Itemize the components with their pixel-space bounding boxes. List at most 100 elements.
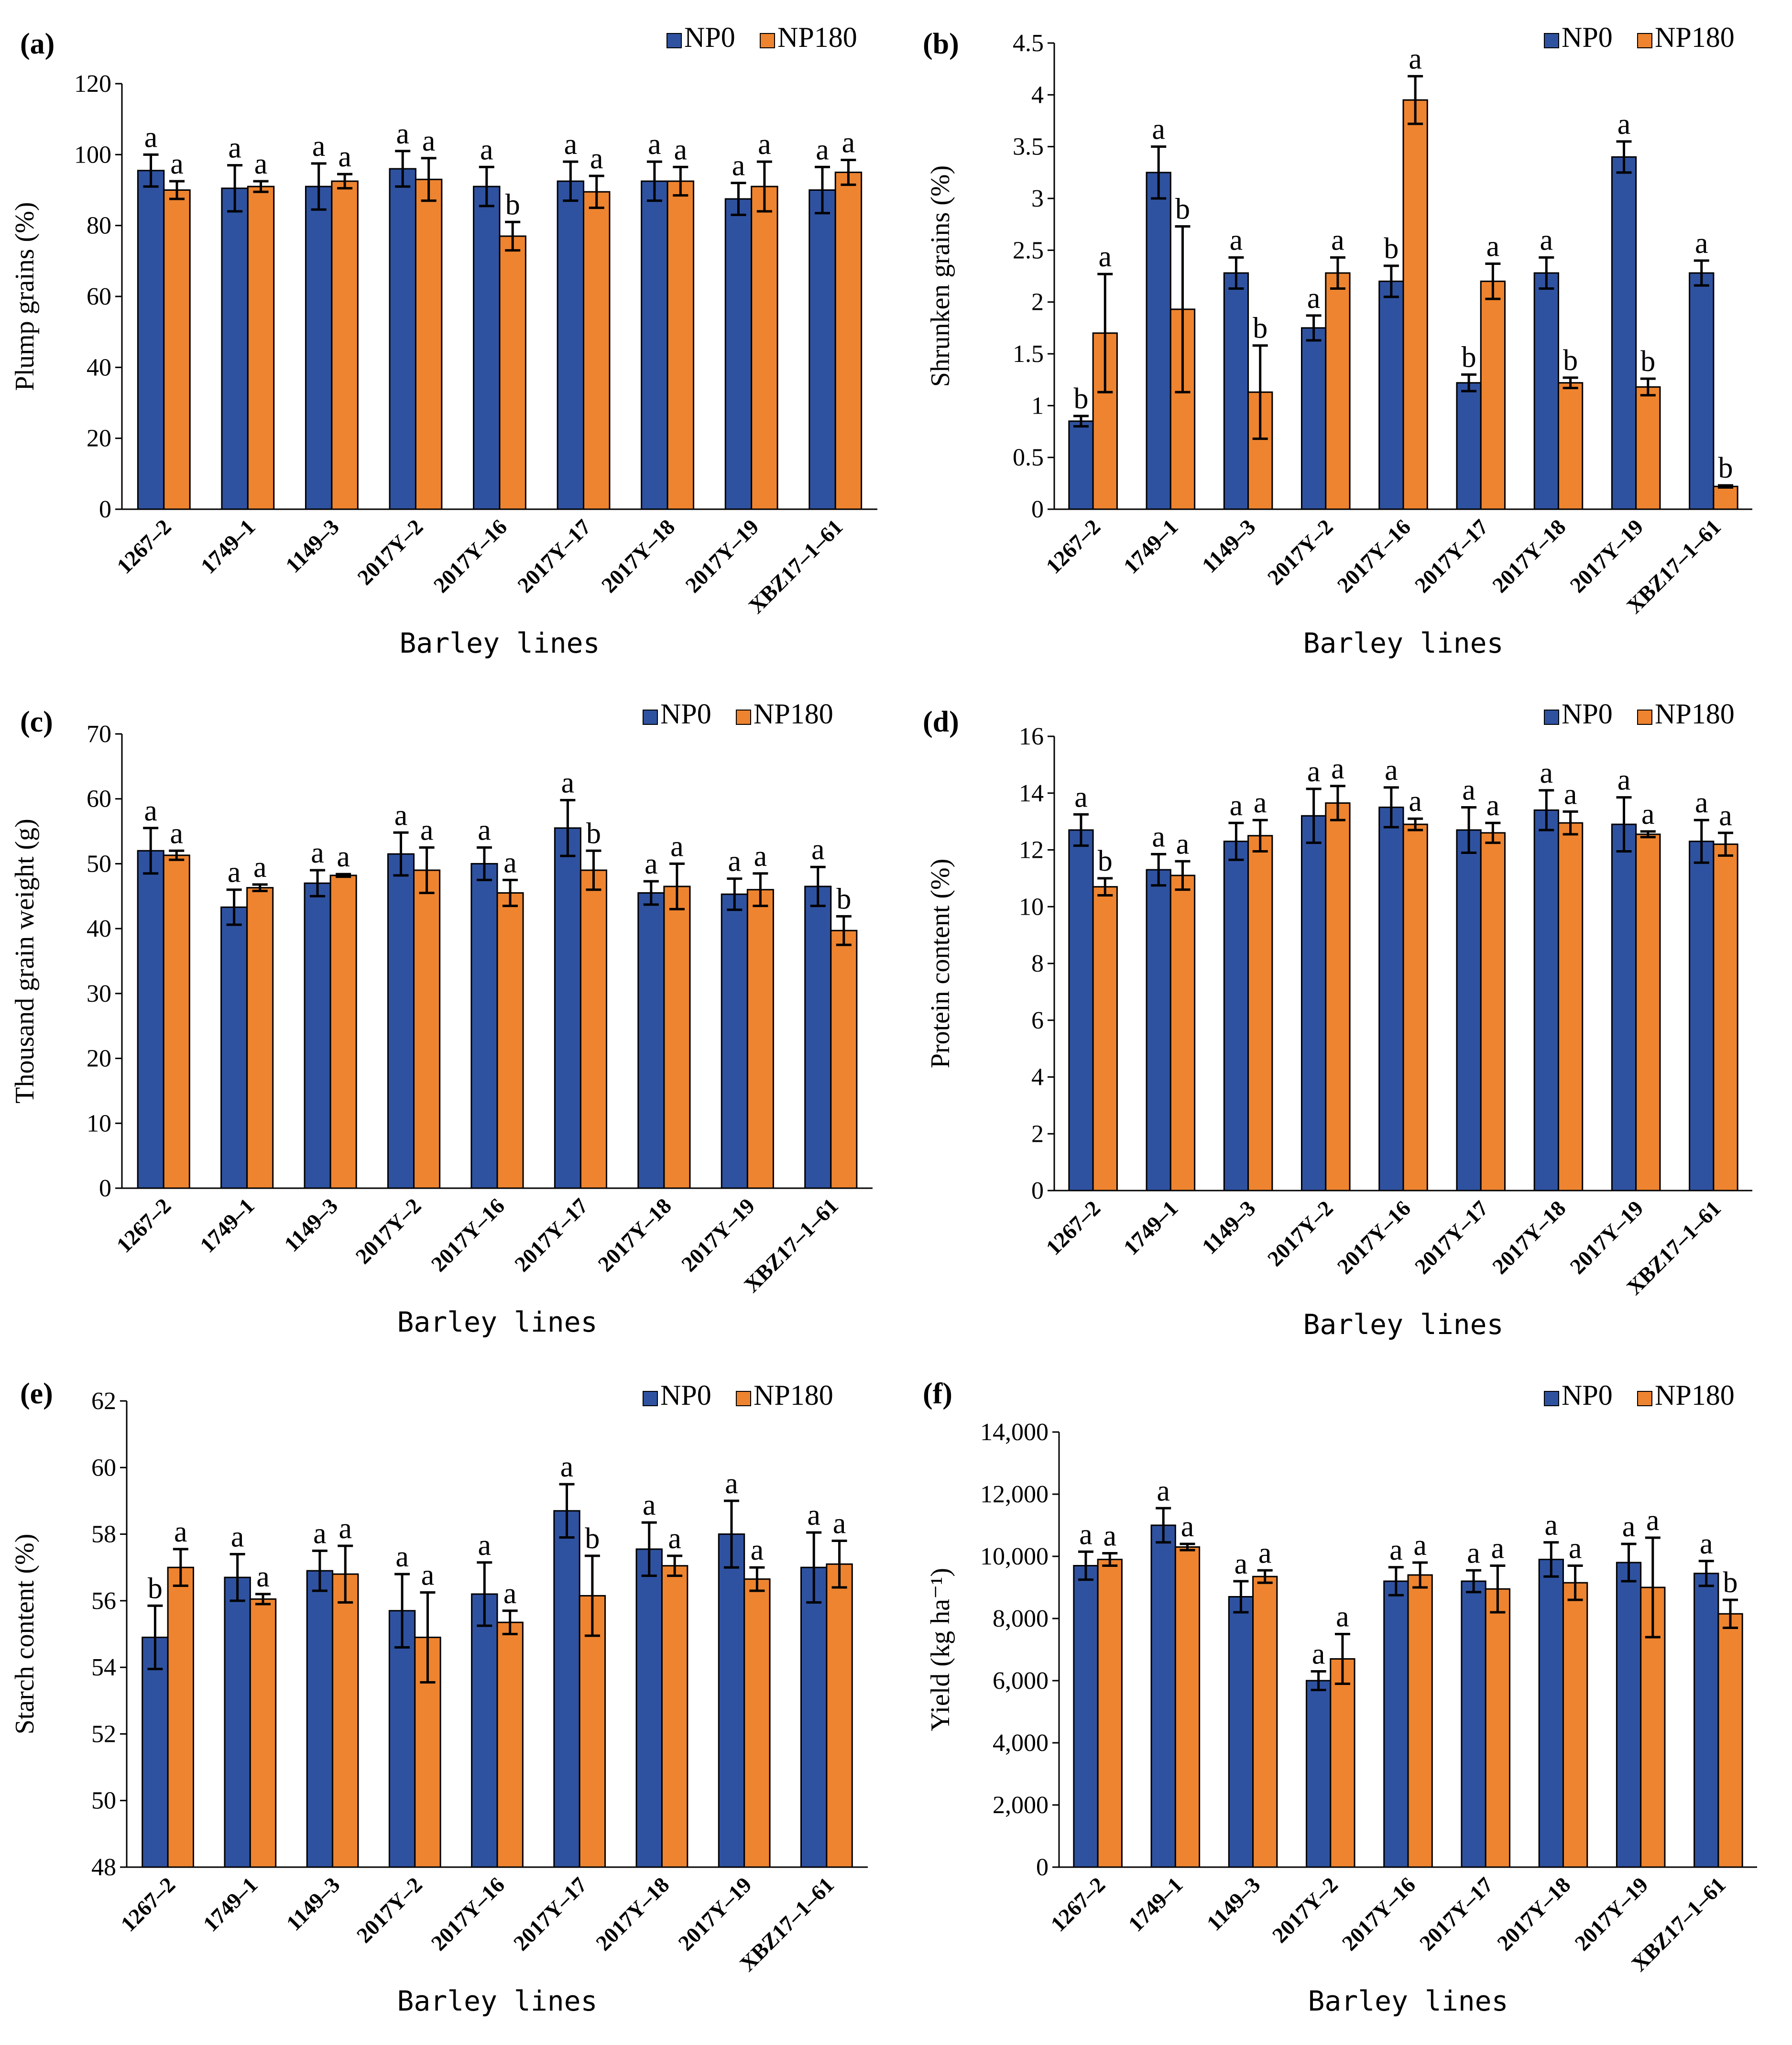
bar-np0: [1228, 1596, 1254, 1868]
bar-np0: [1456, 382, 1482, 510]
bar-np180: [247, 186, 275, 510]
bar-np180: [499, 235, 526, 510]
bar-np180: [1325, 802, 1351, 1192]
significance-letter: a: [1079, 1518, 1093, 1551]
bar-np0: [305, 186, 333, 510]
panel-tag: (b): [923, 28, 959, 60]
significance-letter: a: [668, 1522, 681, 1555]
bar-np0: [1689, 841, 1715, 1192]
significance-letter: a: [560, 1451, 574, 1483]
legend-label-np180: NP180: [1655, 1379, 1735, 1411]
bar-np0: [809, 189, 836, 510]
significance-letter: a: [478, 814, 491, 847]
bar-np180: [830, 930, 858, 1189]
bar-np0: [304, 882, 331, 1189]
bar-np0: [804, 886, 832, 1189]
bar-np0: [1611, 823, 1637, 1192]
significance-letter: a: [144, 795, 157, 827]
bar-np0: [388, 1610, 416, 1868]
significance-letter: a: [1617, 764, 1631, 797]
x-tick-label: 2017Y–18: [593, 1193, 676, 1276]
significance-letter: a: [728, 845, 742, 878]
bar-np0: [221, 187, 249, 510]
bar-np0: [389, 168, 416, 510]
x-tick-label: 2017Y–16: [426, 1872, 509, 1955]
y-tick-label: 20: [87, 1045, 111, 1072]
bar-np0: [1461, 1580, 1486, 1868]
significance-letter: a: [725, 1467, 738, 1500]
x-tick-label: 2017Y–19: [677, 1193, 759, 1276]
bar-np180: [1717, 1613, 1743, 1868]
significance-letter: a: [253, 851, 267, 884]
significance-letter: a: [1569, 1532, 1582, 1565]
panel-tag: (c): [20, 706, 53, 738]
y-tick-label: 100: [74, 141, 111, 168]
y-tick-label: 6: [1031, 1007, 1044, 1034]
significance-letter: b: [1723, 1566, 1738, 1599]
y-tick-label: 80: [87, 212, 111, 240]
significance-letter: a: [420, 814, 434, 847]
bar-np180: [746, 889, 774, 1189]
significance-letter: b: [586, 817, 601, 850]
x-tick-label: 2017Y–19: [673, 1872, 756, 1955]
bar-np180: [663, 886, 691, 1189]
significance-letter: a: [1462, 774, 1475, 806]
legend-label-np0: NP0: [684, 22, 735, 53]
significance-letter: a: [1074, 781, 1088, 813]
y-tick-label: 0: [1036, 1854, 1049, 1881]
legend-swatch-np0: [667, 33, 682, 48]
bar-np0: [220, 906, 248, 1189]
y-tick-label: 4: [1031, 1064, 1044, 1091]
significance-letter: a: [564, 128, 578, 161]
bar-np180: [1092, 886, 1118, 1192]
significance-letter: a: [422, 125, 436, 157]
significance-letter: a: [1409, 43, 1422, 75]
legend-swatch-np0: [1544, 1391, 1559, 1406]
y-tick-label: 48: [91, 1854, 116, 1881]
significance-letter: a: [1336, 1601, 1349, 1633]
x-tick-label: 2017Y–18: [1487, 514, 1570, 597]
x-tick-label: 2017Y–16: [1333, 514, 1415, 597]
y-tick-label: 60: [87, 786, 111, 813]
significance-letter: b: [148, 1572, 163, 1605]
x-tick-label: 1749–1: [1119, 514, 1183, 579]
x-tick-label: 2017Y–18: [1487, 1196, 1570, 1279]
significance-letter: b: [1253, 312, 1268, 345]
y-tick-label: 56: [91, 1587, 116, 1615]
bar-np0: [1073, 1565, 1099, 1868]
bar-np180: [1480, 832, 1506, 1192]
bar-np0: [471, 1593, 498, 1868]
significance-letter: b: [1563, 344, 1578, 377]
significance-letter: a: [1700, 1528, 1713, 1560]
bar-np0: [1378, 280, 1404, 510]
significance-letter: a: [674, 133, 688, 166]
significance-letter: a: [1098, 241, 1112, 273]
significance-letter: a: [174, 1516, 187, 1548]
x-axis-label: Barley lines: [399, 627, 600, 659]
bar-np0: [1378, 806, 1404, 1192]
significance-letter: a: [256, 1561, 270, 1593]
legend: NP0 NP180: [643, 1379, 833, 1411]
bar-np0: [1533, 272, 1559, 510]
x-tick-label: 2017Y–2: [352, 1872, 427, 1947]
significance-letter: a: [144, 121, 158, 153]
significance-letter: a: [1409, 785, 1422, 818]
bar-np180: [167, 1566, 195, 1868]
y-tick-label: 0.5: [1013, 444, 1044, 471]
bar-np180: [826, 1563, 853, 1868]
y-tick-label: 6,000: [993, 1667, 1049, 1695]
bar-np180: [413, 869, 441, 1189]
significance-letter: a: [312, 130, 326, 163]
significance-letter: b: [1098, 845, 1113, 877]
y-tick-label: 10: [87, 1110, 111, 1137]
bar-np0: [724, 198, 753, 510]
significance-letter: a: [1254, 787, 1267, 819]
bar-np0: [1456, 829, 1482, 1192]
y-axis-label: Shrunken grains (%): [926, 165, 955, 387]
x-tick-label: 1749–1: [195, 1193, 259, 1258]
significance-letter: a: [1641, 798, 1655, 831]
significance-letter: a: [1258, 1537, 1272, 1569]
panel-c: (c) 0 10 20 30 40 50 60 70 Thousand grain weight …: [10, 698, 873, 1338]
significance-letter: a: [1564, 778, 1577, 810]
